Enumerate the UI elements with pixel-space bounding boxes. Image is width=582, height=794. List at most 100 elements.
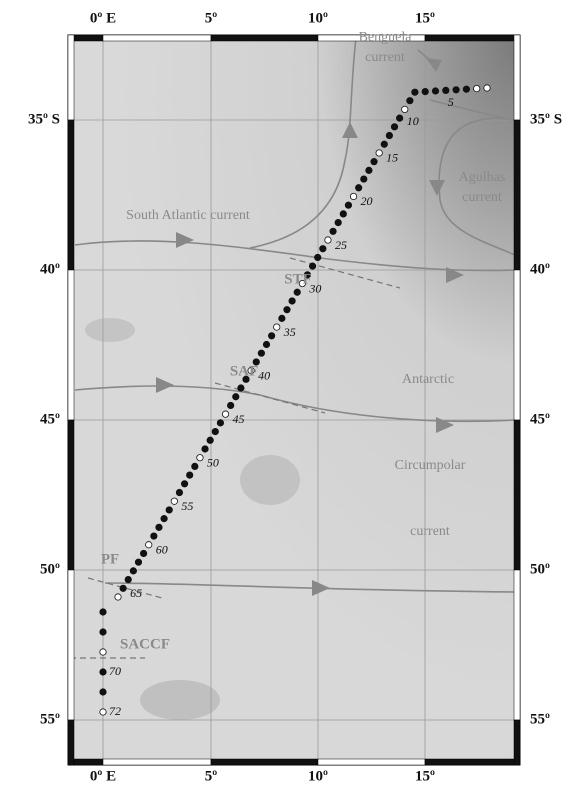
station — [100, 689, 106, 695]
border-strip — [103, 759, 211, 765]
border-strip — [514, 570, 520, 720]
station-label: 55 — [181, 499, 193, 513]
border-strip — [68, 420, 74, 570]
lat-label: 35º S — [28, 111, 60, 127]
border-strip — [68, 120, 74, 270]
station — [315, 254, 321, 260]
station — [156, 524, 162, 530]
station — [146, 542, 152, 548]
station-label: 5 — [448, 95, 454, 109]
lat-label: 45º — [40, 411, 60, 427]
station — [335, 219, 341, 225]
station-label: 20 — [361, 194, 373, 208]
station — [279, 315, 285, 321]
station — [120, 585, 126, 591]
region-label: South Atlantic current — [126, 208, 250, 223]
station — [115, 594, 121, 600]
front-label: SACCF — [120, 636, 170, 652]
station — [443, 87, 449, 93]
station — [100, 709, 106, 715]
station — [202, 446, 208, 452]
region-label: current — [365, 50, 405, 65]
border-strip — [211, 759, 318, 765]
station-label: 65 — [130, 586, 142, 600]
front-label: PF — [101, 551, 119, 567]
border-strip — [68, 570, 74, 720]
station — [412, 89, 418, 95]
border-strip — [425, 759, 520, 765]
lat-label: 35º S — [530, 111, 562, 127]
station — [325, 237, 331, 243]
lon-label: 0º E — [90, 768, 116, 784]
border-strip — [514, 35, 520, 120]
region-label: Benguela — [359, 30, 413, 45]
station — [422, 88, 428, 94]
station — [463, 86, 469, 92]
station — [140, 550, 146, 556]
region-label: Circumpolar — [395, 458, 466, 473]
border-strip — [68, 35, 74, 120]
station — [135, 559, 141, 565]
station — [130, 568, 136, 574]
station — [176, 489, 182, 495]
border-strip — [103, 35, 211, 41]
station — [274, 324, 280, 330]
station — [217, 420, 223, 426]
station — [350, 193, 356, 199]
lat-label: 55º — [40, 711, 60, 727]
station — [100, 649, 106, 655]
station — [268, 333, 274, 339]
region-label: Agulhas — [459, 170, 506, 185]
station — [100, 609, 106, 615]
station — [181, 481, 187, 487]
lon-label: 15º — [415, 10, 435, 26]
lat-label: 40º — [40, 261, 60, 277]
station — [402, 106, 408, 112]
lat-label: 40º — [530, 261, 550, 277]
station — [361, 176, 367, 182]
relief — [68, 35, 520, 765]
station — [320, 246, 326, 252]
station-label: 50 — [207, 455, 219, 469]
lat-label: 50º — [530, 561, 550, 577]
station — [340, 211, 346, 217]
region-label: current — [462, 190, 502, 205]
station-label: 70 — [109, 664, 121, 678]
border-strip — [318, 759, 425, 765]
border-strip — [211, 35, 318, 41]
station — [396, 115, 402, 121]
station-label: 40 — [258, 368, 270, 382]
station — [366, 167, 372, 173]
station — [151, 533, 157, 539]
lat-label: 45º — [530, 411, 550, 427]
station — [284, 306, 290, 312]
station — [100, 629, 106, 635]
station — [100, 669, 106, 675]
seamount — [85, 318, 135, 342]
lon-label: 15º — [415, 768, 435, 784]
station — [233, 394, 239, 400]
station — [294, 289, 300, 295]
station — [309, 263, 315, 269]
front-label: SAF — [230, 363, 258, 379]
station — [212, 428, 218, 434]
seamount — [240, 455, 300, 505]
station — [371, 158, 377, 164]
border-strip — [68, 270, 74, 420]
station-label: 72 — [109, 704, 121, 718]
station — [258, 350, 264, 356]
lat-label: 50º — [40, 561, 60, 577]
station — [125, 576, 131, 582]
station — [484, 85, 490, 91]
front-label: STF — [284, 271, 312, 287]
region-label: Antarctic — [402, 372, 454, 387]
map: 51015202530354045505560657072 Benguela c… — [0, 0, 582, 789]
lon-label: 5º — [205, 768, 218, 784]
station — [207, 437, 213, 443]
lat-label: 55º — [530, 711, 550, 727]
station — [263, 341, 269, 347]
station — [355, 185, 361, 191]
border-strip — [514, 270, 520, 420]
lon-label: 5º — [205, 10, 218, 26]
station-label: 10 — [407, 114, 419, 128]
